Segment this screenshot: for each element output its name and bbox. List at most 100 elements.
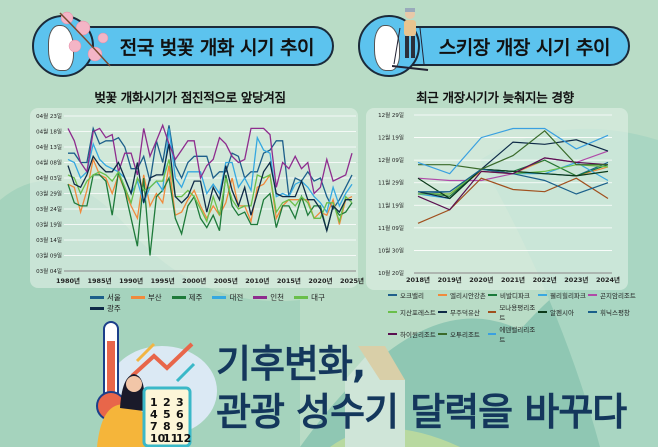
legend-label: 광주 bbox=[107, 304, 121, 313]
legend-label: 에덴밸리리조트 bbox=[499, 326, 536, 344]
calendar-icon bbox=[142, 386, 192, 447]
calendar-number: 3 bbox=[176, 396, 184, 409]
legend-item: 곤지암리조트 bbox=[588, 290, 638, 300]
legend-swatch bbox=[588, 293, 597, 297]
y-tick-label: 11월 19일 bbox=[378, 201, 404, 209]
legend-label: 무주덕유산 bbox=[450, 309, 480, 317]
calendar-number: 1 bbox=[150, 396, 158, 409]
legend-item: 광주 bbox=[90, 303, 121, 314]
y-tick-label: 12월 29일 bbox=[378, 111, 404, 119]
legend-swatch bbox=[438, 293, 447, 297]
cherry-title: 전국 벚꽃 개화 시기 추이 bbox=[119, 36, 315, 59]
legend-item: 지산포레스트 bbox=[388, 302, 438, 322]
legend-item: 하이원리조트 bbox=[388, 324, 438, 344]
x-tick-label: 2021년 bbox=[501, 275, 525, 284]
headline-line2: 관광 성수기 달력을 바꾸다 bbox=[216, 390, 627, 434]
calendar-number: 7 bbox=[150, 420, 158, 433]
x-tick-label: 2023년 bbox=[564, 275, 588, 284]
y-tick-label: 04월 23일 bbox=[36, 112, 62, 120]
calendar-number: 12 bbox=[176, 432, 191, 445]
trend-arrow-icon bbox=[130, 342, 194, 378]
legend-label: 하이원리조트 bbox=[400, 331, 436, 339]
legend-swatch bbox=[212, 296, 227, 299]
cherry-subtitle: 벚꽃 개화시기가 점진적으로 앞당겨짐 bbox=[94, 90, 286, 105]
legend-swatch bbox=[171, 296, 186, 299]
legend-label: 알펜시아 bbox=[550, 309, 574, 317]
cherry-blossom-chart: 03월 04일 03월 09일 03월 14일 03월 19일 03월 24일 03월 2… bbox=[36, 112, 364, 285]
series-line-대전 bbox=[67, 128, 353, 214]
y-tick-label: 04월 13일 bbox=[36, 143, 62, 151]
legend-item: 서울 bbox=[90, 292, 121, 303]
y-tick-label: 03월 29일 bbox=[36, 190, 62, 198]
legend-label: 비발디파크 bbox=[500, 292, 530, 300]
legend-item: 엘리시안강촌 bbox=[438, 290, 488, 300]
series-line-광주 bbox=[67, 143, 352, 234]
series-line-알펜시아 bbox=[417, 168, 609, 200]
legend-swatch bbox=[438, 310, 447, 314]
legend-item: 웰리힐리파크 bbox=[538, 290, 588, 300]
x-tick-label: 1985년 bbox=[88, 276, 112, 285]
x-tick-label: 2022년 bbox=[533, 275, 557, 284]
x-tick-label: 2018년 bbox=[406, 275, 430, 284]
legend-item: 비발디파크 bbox=[488, 290, 538, 300]
y-tick-label: 12월 09일 bbox=[378, 156, 404, 164]
series-line-하이원리조트 bbox=[417, 157, 609, 211]
y-tick-label: 11월 29일 bbox=[378, 179, 404, 187]
legend-label: 엘리시안강촌 bbox=[450, 292, 486, 300]
legend-item: 모나용평리조트 bbox=[488, 302, 538, 322]
legend-label: 제주 bbox=[188, 293, 203, 302]
legend-label: 웰리힐리파크 bbox=[550, 292, 586, 300]
legend-swatch bbox=[90, 296, 104, 299]
ski-subtitle: 최근 개장시기가 늦춰지는 경향 bbox=[416, 90, 574, 105]
calendar-number: 10 bbox=[150, 432, 166, 445]
legend-label: 곤지암리조트 bbox=[600, 292, 636, 300]
series-line-대구 bbox=[67, 159, 353, 224]
y-tick-label: 03월 04일 bbox=[36, 267, 62, 275]
x-tick-label: 2020년 bbox=[308, 276, 332, 285]
legend-item: 무주덕유산 bbox=[438, 302, 488, 322]
calendar-number: 4 bbox=[150, 408, 158, 421]
legend-label: 휘닉스평창 bbox=[600, 309, 630, 317]
legend-label: 서울 bbox=[107, 293, 121, 302]
legend-swatch bbox=[294, 296, 309, 299]
series-line-비발디파크 bbox=[417, 159, 609, 197]
calendar-number: 6 bbox=[176, 408, 184, 421]
y-tick-label: 04월 18일 bbox=[36, 128, 62, 136]
x-tick-label: 1990년 bbox=[119, 276, 143, 285]
y-tick-label: 03월 24일 bbox=[36, 205, 62, 213]
cherry-blossom-icon bbox=[59, 11, 111, 67]
legend-swatch bbox=[388, 332, 397, 336]
legend-swatch bbox=[130, 296, 145, 299]
calendar-number: 11 bbox=[163, 432, 178, 445]
legend-item: 에덴밸리리조트 bbox=[488, 324, 538, 344]
legend-swatch bbox=[438, 332, 447, 336]
calendar-number: 9 bbox=[176, 420, 184, 433]
legend-swatch bbox=[588, 310, 597, 314]
x-tick-label: 2019년 bbox=[438, 275, 462, 284]
series-line-서울 bbox=[68, 125, 353, 211]
legend-swatch bbox=[388, 310, 397, 314]
calendar-number: 5 bbox=[163, 408, 171, 421]
x-tick-label: 2010년 bbox=[245, 276, 269, 285]
y-tick-label: 10월 20일 bbox=[378, 269, 404, 277]
legend-swatch bbox=[488, 332, 497, 336]
legend-item: 인천 bbox=[253, 292, 284, 303]
y-tick-label: 04월 03일 bbox=[36, 174, 62, 182]
legend-label: 인천 bbox=[270, 293, 285, 302]
legend-label: 대구 bbox=[311, 293, 325, 302]
legend-item: 오투리조트 bbox=[438, 324, 488, 344]
x-tick-label: 2025년 bbox=[340, 276, 364, 285]
ski-opening-chart: 10월 20일 10월 30일 11월 09일 11월 19일 11월 29일 12월 0… bbox=[378, 111, 620, 284]
y-tick-label: 04월 08일 bbox=[36, 159, 62, 167]
legend-label: 오크밸리 bbox=[400, 292, 424, 300]
legend-label: 대전 bbox=[229, 293, 244, 302]
legend-swatch bbox=[538, 293, 547, 297]
x-tick-label: 2005년 bbox=[214, 276, 238, 285]
y-tick-label: 03월 14일 bbox=[36, 236, 62, 244]
legend-swatch bbox=[388, 293, 397, 297]
x-tick-label: 2024년 bbox=[596, 275, 620, 284]
legend-swatch bbox=[538, 310, 547, 314]
skier-icon bbox=[392, 8, 429, 71]
calendar-number: 8 bbox=[163, 420, 171, 433]
